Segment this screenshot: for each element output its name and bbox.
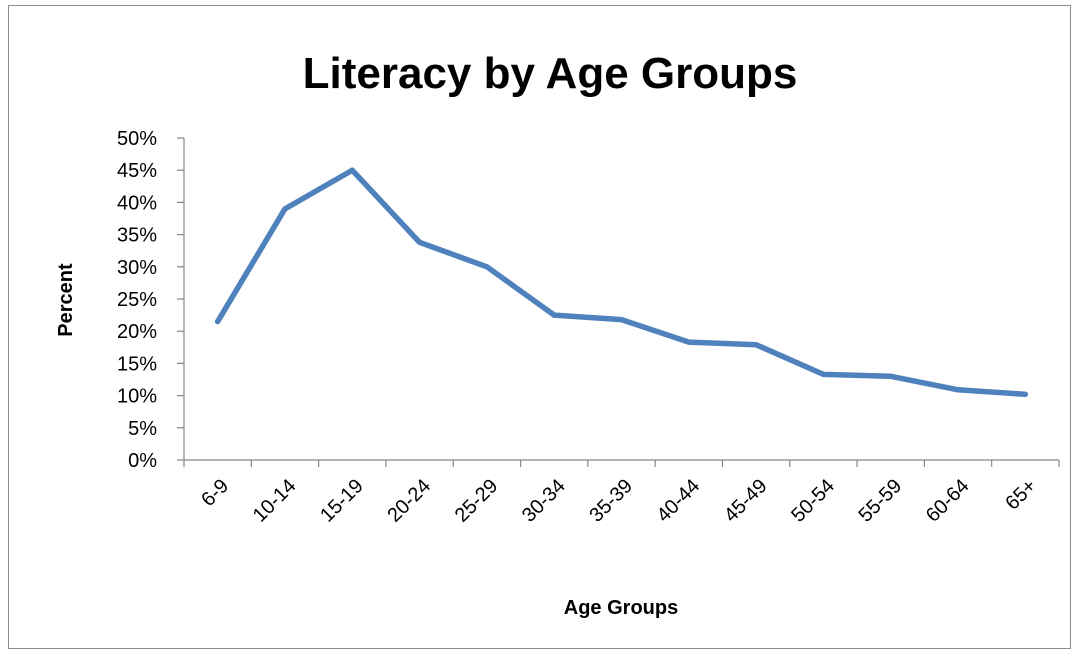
y-tick-label: 20% — [117, 321, 157, 343]
data-point — [888, 373, 894, 379]
y-axis-ticks: 0% 5% 10% 15% 20% 25% 30% 35% 40% 45% 50% — [117, 128, 184, 472]
y-tick-label: 15% — [117, 353, 157, 375]
series-layer — [214, 167, 1029, 398]
x-tick-label: 35-39 — [585, 475, 637, 527]
x-tick-label: 20-24 — [383, 475, 435, 527]
data-point — [1022, 391, 1028, 397]
x-tick-label: 6-9 — [197, 475, 233, 511]
y-tick-label: 50% — [117, 128, 157, 150]
x-tick-label: 55-59 — [855, 475, 907, 527]
y-axis-title: Percent — [55, 263, 77, 337]
data-point — [686, 339, 692, 345]
x-tick-label: 50-54 — [787, 475, 839, 527]
x-tick-label: 45-49 — [720, 475, 772, 527]
y-tick-label: 45% — [117, 160, 157, 182]
x-axis-title: Age Groups — [564, 597, 678, 619]
data-point — [484, 264, 490, 270]
x-tick-label: 10-14 — [249, 475, 301, 527]
data-point — [349, 167, 355, 173]
y-tick-label: 40% — [117, 192, 157, 214]
y-tick-label: 25% — [117, 289, 157, 311]
x-tick-label: 60-64 — [922, 475, 974, 527]
data-point — [551, 312, 557, 318]
data-point — [753, 342, 759, 348]
data-point — [416, 239, 423, 245]
x-tick-label: 40-44 — [653, 475, 705, 527]
data-point — [215, 318, 221, 325]
y-tick-label: 35% — [117, 225, 157, 247]
data-point — [955, 387, 961, 393]
y-tick-label: 30% — [117, 257, 157, 279]
y-tick-label: 0% — [128, 450, 157, 472]
y-tick-label: 10% — [117, 386, 157, 408]
data-point — [820, 371, 827, 377]
data-point — [282, 206, 288, 212]
chart-area — [8, 5, 1071, 649]
x-axis-ticks: 6-9 10-14 15-19 20-24 25-29 30-34 35-39 40-44 45… — [183, 460, 1060, 527]
x-tick-label: 30-34 — [518, 475, 570, 527]
series-line — [214, 167, 1029, 398]
chart-title: Literacy by Age Groups — [303, 49, 798, 98]
x-tick-label: 25-29 — [451, 475, 503, 527]
y-tick-label: 5% — [128, 418, 157, 440]
x-tick-label: 15-19 — [316, 475, 368, 527]
x-tick-label: 65+ — [1001, 475, 1041, 515]
data-point — [618, 317, 625, 323]
